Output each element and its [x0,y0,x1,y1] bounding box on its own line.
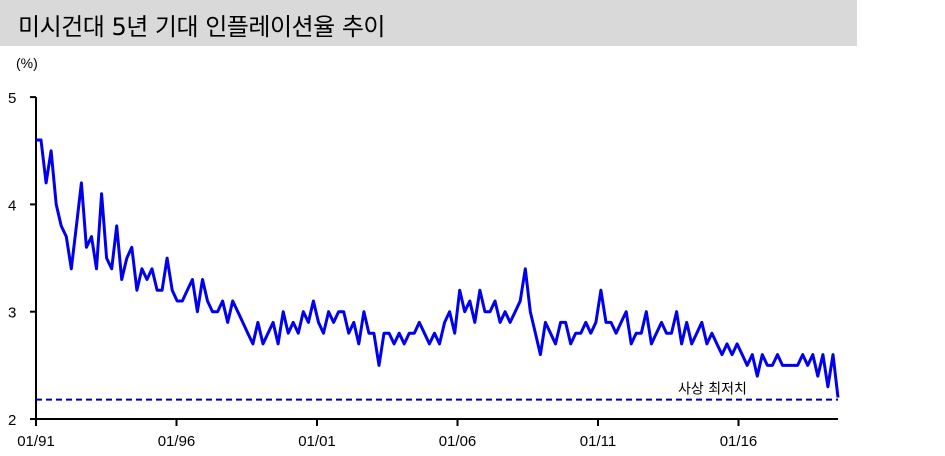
chart-title: 미시건대 5년 기대 인플레이션율 추이 [18,13,385,41]
record-low-label: 사상 최저치 [678,382,747,398]
series-line [36,138,840,398]
y-tick-label: 2 [8,412,16,429]
x-tick-label: 01/91 [17,433,55,450]
y-tick-label: 3 [8,305,16,322]
x-tick-label: 01/96 [158,433,196,450]
title-bar: 미시건대 5년 기대 인플레이션율 추이 [0,0,857,46]
axes: 2 3 4 5 01/91 01/96 01/01 01/06 01/11 01/16 [8,90,838,450]
x-tick-label: 01/16 [720,433,758,450]
x-tick-label: 01/01 [298,433,336,450]
y-tick-label: 5 [8,90,16,107]
y-axis-unit: (%) [16,55,38,71]
x-tick-label: 01/06 [439,433,477,450]
x-tick-label: 01/11 [580,433,616,450]
y-tick-label: 4 [8,197,16,214]
